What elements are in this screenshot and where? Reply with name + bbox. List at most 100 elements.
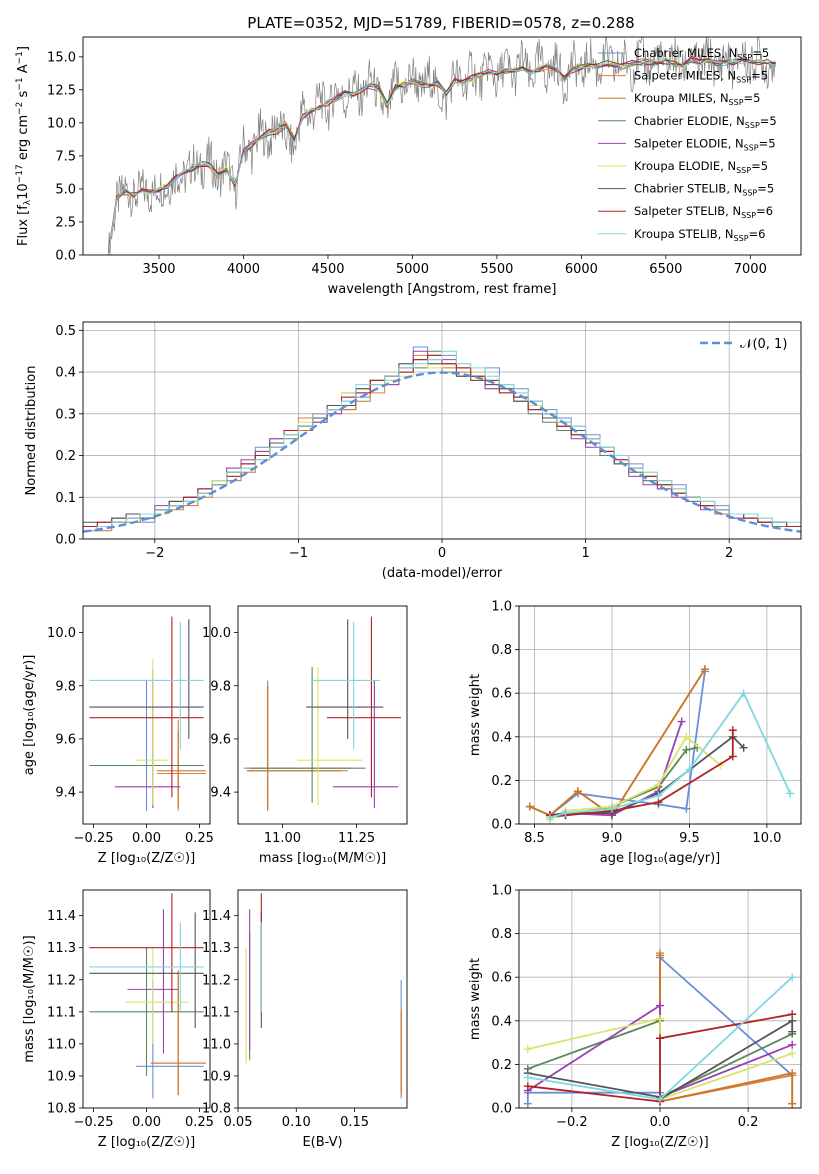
- axes-frame: [518, 605, 802, 825]
- y-tick-label: 0.2: [491, 1058, 512, 1073]
- ylabel-part: Flux [f: [16, 205, 31, 246]
- weight-marker-2-0: [656, 951, 664, 960]
- y-tick-label: 7.5: [55, 149, 76, 164]
- weight-marker-7-0: [523, 1082, 532, 1091]
- x-tick-label: 6000: [565, 262, 598, 277]
- legend-name: Kroupa ELODIE, N: [634, 159, 736, 173]
- legend-label-5: Kroupa ELODIE, NSSP=5: [634, 159, 768, 175]
- y-tick-label: 10.0: [47, 116, 76, 131]
- weight-marker-4-1: [656, 1001, 664, 1010]
- y-tick-label: 10.0: [202, 626, 231, 641]
- legend-label-6: Chabrier STELIB, NSSP=5: [634, 182, 774, 198]
- legend-label-3: Chabrier ELODIE, NSSP=5: [634, 114, 777, 130]
- y-tick-label: 0.0: [55, 249, 76, 264]
- weight-marker-8-0: [545, 813, 554, 822]
- x-tick-label: 0.2: [738, 1115, 759, 1130]
- y-tick-label: 0.4: [55, 366, 76, 381]
- y-tick-label: 10.8: [47, 1102, 76, 1117]
- weight-marker-5-1: [656, 1014, 664, 1023]
- weight-marker-6-4: [788, 1027, 797, 1036]
- y-tick-label: 9.4: [210, 786, 231, 801]
- y-axis-label: mass weight: [468, 674, 483, 756]
- y-tick-label: 9.6: [55, 732, 76, 747]
- weight-line-5: [549, 735, 721, 821]
- x-tick-label: −0.25: [74, 1115, 114, 1130]
- weight-marker-7-2: [656, 1034, 664, 1043]
- ylabel-sup: −2: [15, 102, 25, 115]
- weight-vs-age-panel: 8.5 9.0 9.5 10.0 0.0 0.2 0.4 0.6 0.8 1.0 age [log₁…: [468, 600, 802, 866]
- x-tick-label: 8.5: [524, 831, 545, 846]
- y-tick-label: 0.4: [491, 730, 512, 745]
- x-tick-label: 9.5: [679, 831, 700, 846]
- weight-lines: [525, 665, 795, 824]
- x-tick-label: −0.25: [74, 831, 114, 846]
- y-tick-label: 11.1: [47, 1005, 76, 1020]
- y-tick-label: 10.9: [202, 1069, 231, 1084]
- y-tick-label: 11.1: [202, 1005, 231, 1020]
- legend-label-7: Salpeter STELIB, NSSP=6: [634, 204, 773, 220]
- x-tick-label: 7000: [734, 262, 767, 277]
- x-tick-label: 0.25: [185, 831, 214, 846]
- errorbars: [89, 616, 206, 811]
- model-spectrum-1: [107, 57, 776, 255]
- y-tick-label: 0.0: [491, 1102, 512, 1117]
- legend-name: Salpeter ELODIE, N: [634, 136, 744, 150]
- legend-value: =6: [756, 204, 773, 218]
- x-tick-label: 5000: [396, 262, 429, 277]
- weight-marker-8-2: [788, 973, 797, 982]
- x-axis-label: mass [log₁₀(M/M☉)]: [259, 851, 386, 866]
- weight-marker-7-3: [788, 1010, 797, 1019]
- y-tick-label: 0.6: [491, 971, 512, 986]
- axes-frame: [237, 889, 408, 1109]
- y-tick-label: 11.2: [202, 973, 231, 988]
- y-tick-label: 11.0: [47, 1037, 76, 1052]
- axes-frame: [82, 605, 211, 825]
- weight-marker-3-4: [682, 745, 691, 754]
- weight-marker-8-1: [561, 809, 570, 818]
- x-tick-label: 0.0: [650, 1115, 671, 1130]
- axes-frame: [82, 889, 211, 1109]
- x-tick-label: 0.10: [282, 1115, 311, 1130]
- weight-marker-7-4: [728, 752, 737, 761]
- ylabel-part: s: [16, 90, 31, 101]
- y-tick-label: 11.0: [202, 1037, 231, 1052]
- y-axis-label: mass weight: [468, 958, 483, 1040]
- legend-value: =5: [760, 114, 777, 128]
- x-tick-label: 6500: [649, 262, 682, 277]
- y-tick-label: 9.6: [210, 732, 231, 747]
- y-tick-label: 10.8: [202, 1102, 231, 1117]
- y-tick-label: 1.0: [491, 884, 512, 899]
- x-tick-label: 11.00: [264, 831, 301, 846]
- weight-marker-2-0: [525, 802, 534, 811]
- histograms: [83, 346, 801, 539]
- weight-marker-5-3: [654, 780, 663, 789]
- y-tick-label: 11.4: [202, 909, 231, 924]
- weight-marker-8-1: [656, 1095, 664, 1104]
- x-axis-label: Z [log₁₀(Z/Z☉)]: [98, 1135, 195, 1150]
- x-tick-label: 9.0: [602, 831, 623, 846]
- x-tick-label: 0.25: [185, 1115, 214, 1130]
- legend-value: =5: [759, 136, 776, 150]
- legend-value: =5: [751, 69, 768, 83]
- legend-sub: SSP: [736, 76, 751, 85]
- mass-vs-Z-panel: −0.25 0.00 0.25 10.8 10.9 11.0 11.1 11.2 11.3 11.…: [22, 889, 214, 1150]
- ylabel-sup: −1: [15, 77, 25, 90]
- y-tick-label: 9.8: [55, 679, 76, 694]
- legend-value: =5: [757, 182, 774, 196]
- y-axis-label: Flux [fλ10−17 erg cm−2 s−1 A−1]: [15, 46, 33, 246]
- legend-name: Salpeter STELIB, N: [634, 204, 741, 218]
- x-tick-label: 0.00: [132, 831, 161, 846]
- ylabel-part: A: [16, 64, 31, 77]
- y-tick-label: 0.2: [55, 449, 76, 464]
- x-tick-label: 4000: [227, 262, 260, 277]
- legend-name: Salpeter MILES, N: [634, 69, 736, 83]
- weight-marker-8-0: [523, 1073, 532, 1082]
- spectrum-panel: 3500 4000 4500 5000 5500 6000 6500 7000 0.0 2.5 5.…: [15, 36, 802, 297]
- weight-marker-5-4: [682, 732, 691, 741]
- weight-marker-4-4: [677, 717, 686, 726]
- x-tick-label: 2: [725, 546, 733, 561]
- legend-sub: SSP: [734, 234, 749, 243]
